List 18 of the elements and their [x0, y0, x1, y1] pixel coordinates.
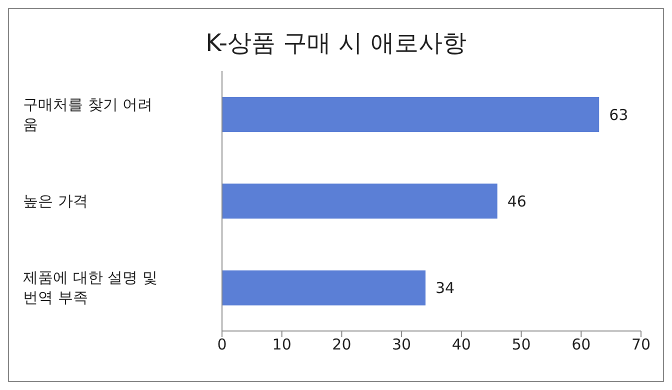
y-tick-label: 높은 가격	[23, 192, 88, 210]
x-tick-label: 20	[332, 336, 352, 354]
data-label: 63	[609, 106, 628, 124]
y-tick-label: 구매처를 찾기 어려움	[23, 95, 153, 134]
x-tick-label: 70	[631, 336, 651, 354]
data-label: 46	[507, 192, 526, 210]
bar	[222, 270, 426, 306]
y-tick-label: 제품에 대한 설명 및 번역 부족	[23, 268, 158, 307]
chart-title: K-상품 구매 시 애로사항	[204, 28, 468, 59]
x-tick-label: 40	[452, 336, 471, 354]
x-tick-label: 10	[272, 336, 292, 354]
x-tick-label: 60	[572, 336, 591, 354]
bar	[222, 97, 600, 132]
data-label: 34	[436, 279, 455, 298]
x-tick-label: 0	[217, 336, 227, 354]
x-tick-label: 50	[512, 336, 531, 354]
bar	[222, 184, 498, 219]
x-tick-label: 30	[392, 336, 412, 354]
